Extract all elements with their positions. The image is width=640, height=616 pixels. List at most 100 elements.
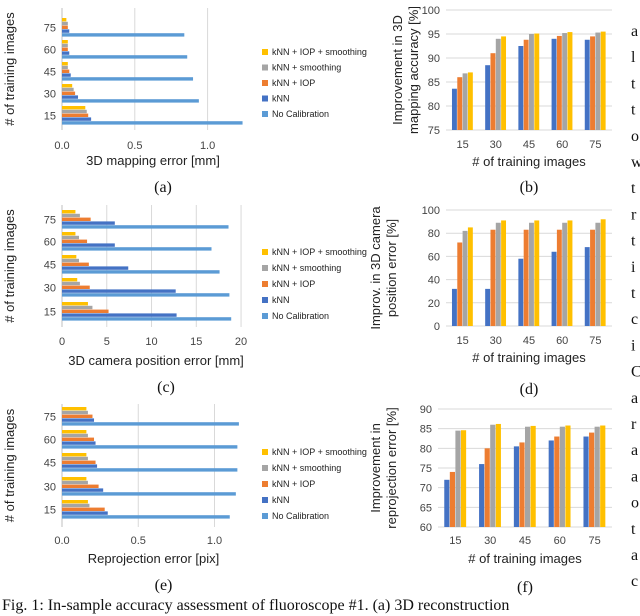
bar-knn-iop-15 bbox=[449, 471, 455, 527]
bar-knn-smoothing-45 bbox=[62, 258, 80, 263]
x-tick-label: 60 bbox=[556, 335, 568, 347]
bar-knn-60 bbox=[62, 441, 96, 445]
bar-knn-smoothing-30 bbox=[495, 222, 501, 326]
bar-knn-iop-30 bbox=[490, 229, 496, 326]
bar-knn-smoothing-75 bbox=[594, 426, 600, 527]
x-tick-label: 0.5 bbox=[131, 535, 146, 547]
margin-text-char: a bbox=[631, 23, 638, 40]
x-tick-label: 20 bbox=[235, 336, 247, 348]
bar-knn-iop-60 bbox=[62, 47, 68, 51]
bar-knn-smoothing-15 bbox=[62, 503, 90, 508]
bar-knn-60 bbox=[62, 51, 70, 55]
y-tick-label: 75 bbox=[428, 125, 440, 137]
chart-c: 0 5 10 15 20 15 30 45 60 75 3D camera position err… bbox=[2, 205, 367, 396]
y-axis-label: # of training images bbox=[2, 12, 17, 126]
margin-text-char: t bbox=[631, 233, 636, 250]
y-tick-label: 45 bbox=[44, 458, 56, 470]
bar-knn-30 bbox=[479, 464, 485, 527]
bar-knn-15 bbox=[451, 288, 457, 326]
legend-entry: kNN bbox=[272, 295, 290, 305]
bar-knn-smoothing-60 bbox=[62, 43, 68, 48]
y-axis-label: reprojection error [%] bbox=[384, 407, 399, 528]
bar-knn-iop-smoothing-45 bbox=[62, 453, 87, 457]
chart-e: 0.0 0.5 1.0 15 30 45 60 75 Reprojection error [p… bbox=[2, 404, 367, 594]
y-tick-label: 100 bbox=[422, 5, 440, 17]
margin-text-char: w bbox=[631, 154, 640, 171]
margin-text-char: r bbox=[631, 416, 637, 433]
legend-entry: kNN + smoothing bbox=[272, 263, 341, 273]
x-tick-label: 45 bbox=[523, 139, 535, 151]
y-tick-label: 70 bbox=[420, 483, 432, 495]
y-axis-label: # of training images bbox=[2, 209, 17, 323]
x-tick-label: 15 bbox=[456, 335, 468, 347]
x-tick-label: 75 bbox=[589, 335, 601, 347]
bar-knn-iop-smoothing-15 bbox=[467, 72, 473, 130]
x-axis-label: Reprojection error [pix] bbox=[88, 551, 220, 566]
legend-entry: No Calibration bbox=[272, 311, 329, 321]
bar-knn-smoothing-15 bbox=[455, 430, 461, 527]
legend-swatch bbox=[262, 80, 268, 86]
bar-no-calibration-30 bbox=[62, 293, 230, 297]
chart-f: 60 65 70 75 80 85 90 15 30 45 60 75 # of training im… bbox=[368, 404, 612, 596]
y-tick-label: 80 bbox=[428, 101, 440, 113]
x-tick-label: 10 bbox=[145, 336, 157, 348]
x-axis-label: 3D camera position error [mm] bbox=[68, 353, 244, 368]
y-tick-label: 15 bbox=[44, 111, 56, 123]
bar-knn-30 bbox=[485, 288, 491, 326]
y-tick-label: 60 bbox=[44, 435, 56, 447]
x-tick-label: 30 bbox=[490, 139, 502, 151]
bar-knn-smoothing-75 bbox=[595, 222, 601, 326]
bar-knn-15 bbox=[62, 117, 92, 121]
legend-entry: kNN bbox=[272, 495, 290, 505]
x-tick-label: 30 bbox=[484, 535, 496, 547]
bar-knn-iop-smoothing-30 bbox=[62, 278, 78, 282]
legend-swatch bbox=[262, 49, 268, 55]
y-tick-label: 95 bbox=[428, 29, 440, 41]
legend-entry: kNN + smoothing bbox=[272, 463, 341, 473]
legend-entry: No Calibration bbox=[272, 109, 329, 119]
bar-knn-iop-15 bbox=[62, 113, 89, 117]
bar-knn-smoothing-75 bbox=[62, 213, 80, 218]
y-tick-label: 65 bbox=[420, 502, 432, 514]
x-axis-label: 3D mapping error [mm] bbox=[86, 153, 220, 168]
y-tick-label: 60 bbox=[428, 251, 440, 263]
y-tick-label: 45 bbox=[44, 67, 56, 79]
x-tick-label: 45 bbox=[519, 535, 531, 547]
bar-knn-15 bbox=[444, 479, 450, 527]
y-tick-label: 45 bbox=[44, 260, 56, 272]
legend-entry: kNN + IOP bbox=[272, 78, 315, 88]
y-tick-label: 80 bbox=[428, 228, 440, 240]
bar-knn-iop-30 bbox=[62, 91, 76, 95]
bar-knn-iop-smoothing-60 bbox=[62, 430, 87, 434]
legend-swatch bbox=[262, 64, 268, 71]
bar-knn-smoothing-60 bbox=[562, 222, 568, 326]
legend-swatch bbox=[262, 481, 268, 487]
legend-entry: No Calibration bbox=[272, 511, 329, 521]
bar-knn-iop-30 bbox=[62, 484, 99, 488]
bar-knn-15 bbox=[451, 88, 457, 130]
bar-knn-smoothing-45 bbox=[525, 426, 531, 527]
bar-knn-smoothing-30 bbox=[62, 87, 74, 92]
legend-entry: kNN + IOP bbox=[272, 279, 315, 289]
bar-knn-smoothing-45 bbox=[529, 222, 534, 326]
margin-text-char: t bbox=[631, 75, 636, 92]
legend-entry: kNN + smoothing bbox=[272, 63, 341, 73]
margin-text-char: a bbox=[631, 442, 638, 459]
y-tick-label: 80 bbox=[420, 443, 432, 455]
y-tick-label: 30 bbox=[44, 283, 56, 295]
bar-knn-iop-15 bbox=[62, 507, 105, 511]
bar-knn-75 bbox=[62, 221, 115, 225]
y-tick-label: 30 bbox=[44, 482, 56, 494]
panel-label: (a) bbox=[154, 179, 172, 196]
margin-text-char: o bbox=[631, 495, 639, 512]
y-axis-label: position error [%] bbox=[384, 219, 399, 317]
bar-knn-45 bbox=[518, 258, 524, 326]
bar-knn-75 bbox=[583, 436, 589, 527]
x-tick-label: 60 bbox=[554, 535, 566, 547]
bar-knn-45 bbox=[513, 446, 520, 527]
bar-knn-smoothing-60 bbox=[559, 426, 565, 527]
bar-knn-45 bbox=[62, 464, 98, 468]
bar-no-calibration-75 bbox=[62, 422, 239, 426]
